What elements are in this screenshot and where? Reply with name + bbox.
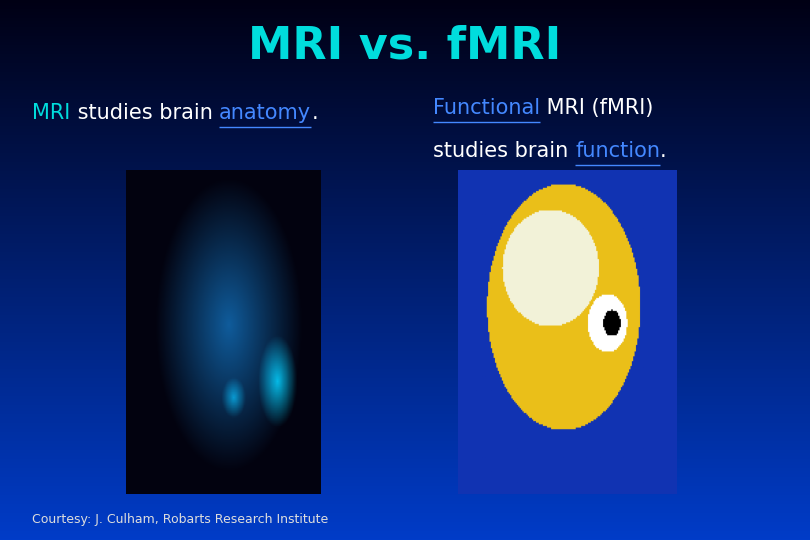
- Text: MRI: MRI: [32, 103, 70, 124]
- Text: Functional: Functional: [433, 98, 540, 118]
- Text: .: .: [660, 141, 667, 161]
- Text: .: .: [311, 103, 318, 124]
- Text: Courtesy: J. Culham, Robarts Research Institute: Courtesy: J. Culham, Robarts Research In…: [32, 514, 329, 526]
- Text: function: function: [575, 141, 660, 161]
- Text: MRI vs. fMRI: MRI vs. fMRI: [249, 24, 561, 68]
- Text: studies brain: studies brain: [433, 141, 575, 161]
- Text: MRI (fMRI): MRI (fMRI): [540, 98, 654, 118]
- Text: anatomy: anatomy: [220, 103, 311, 124]
- Text: studies brain: studies brain: [70, 103, 220, 124]
